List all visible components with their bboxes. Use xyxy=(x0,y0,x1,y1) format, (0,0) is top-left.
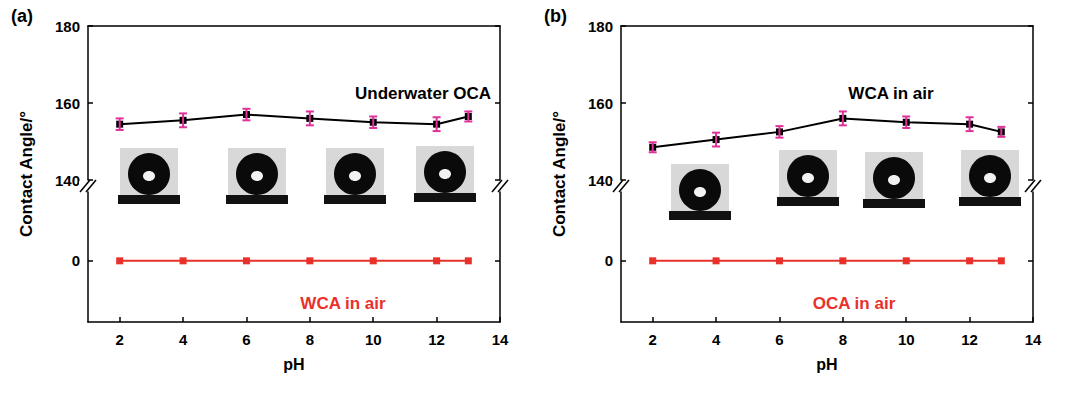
svg-text:14: 14 xyxy=(1025,331,1042,348)
svg-text:(a): (a) xyxy=(11,6,33,26)
svg-text:4: 4 xyxy=(179,331,188,348)
svg-text:0: 0 xyxy=(605,252,613,269)
svg-text:2: 2 xyxy=(116,331,124,348)
svg-text:0: 0 xyxy=(72,252,80,269)
svg-text:6: 6 xyxy=(775,331,783,348)
svg-text:14: 14 xyxy=(492,331,509,348)
svg-text:140: 140 xyxy=(55,172,80,189)
svg-text:10: 10 xyxy=(898,331,915,348)
svg-text:160: 160 xyxy=(588,95,613,112)
svg-text:160: 160 xyxy=(55,95,80,112)
svg-text:(b): (b) xyxy=(544,6,567,26)
svg-text:6: 6 xyxy=(242,331,250,348)
svg-text:12: 12 xyxy=(428,331,445,348)
svg-text:pH: pH xyxy=(816,356,837,373)
svg-text:4: 4 xyxy=(712,331,721,348)
svg-text:Underwater OCA: Underwater OCA xyxy=(355,84,491,103)
svg-text:OCA in air: OCA in air xyxy=(813,294,896,313)
svg-text:WCA in air: WCA in air xyxy=(300,294,386,313)
svg-text:WCA in air: WCA in air xyxy=(848,84,934,103)
svg-text:8: 8 xyxy=(839,331,847,348)
svg-text:12: 12 xyxy=(961,331,978,348)
svg-text:8: 8 xyxy=(306,331,314,348)
svg-text:180: 180 xyxy=(55,18,80,35)
svg-text:2: 2 xyxy=(649,331,657,348)
svg-text:10: 10 xyxy=(365,331,382,348)
svg-text:Contact Angle/°: Contact Angle/° xyxy=(550,111,569,237)
svg-text:Contact Angle/°: Contact Angle/° xyxy=(17,111,36,237)
svg-text:140: 140 xyxy=(588,172,613,189)
svg-text:180: 180 xyxy=(588,18,613,35)
svg-text:pH: pH xyxy=(283,356,304,373)
